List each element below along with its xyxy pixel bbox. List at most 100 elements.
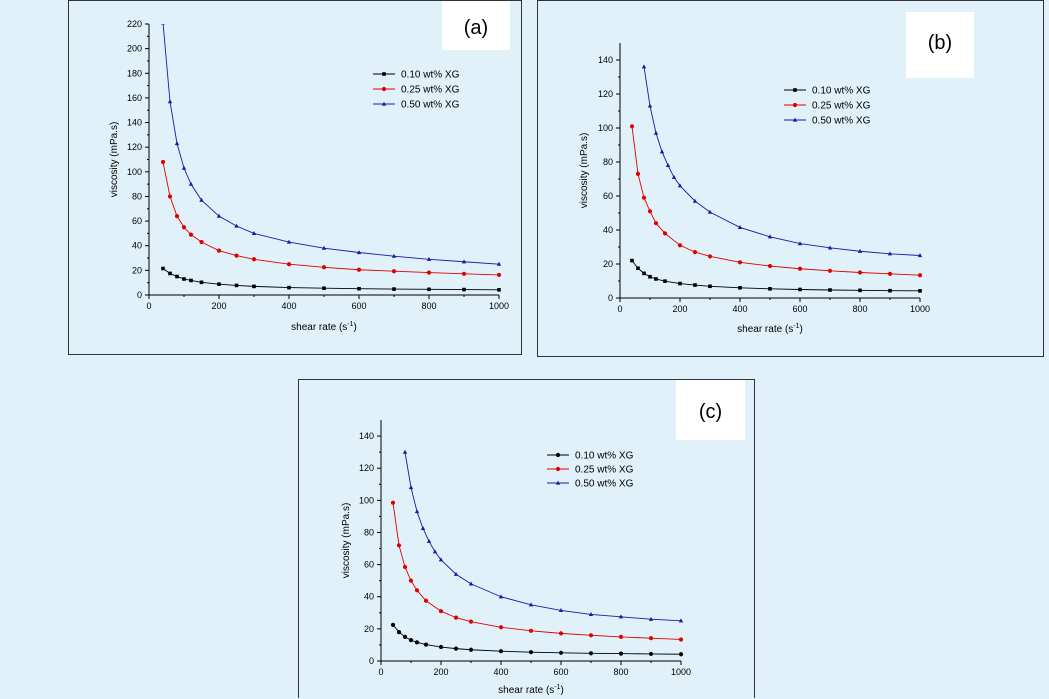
panel-c: 0 200 400 600 800 1000 0 20 40 60 80 100 120 140 shear… <box>298 379 755 698</box>
data-point <box>390 500 396 505</box>
x-tick-label: 0 <box>617 304 622 314</box>
y-tick-label: 60 <box>603 191 613 201</box>
legend-label: 0.25 wt% XG <box>812 101 871 112</box>
data-point <box>737 225 743 230</box>
data-point <box>396 543 402 548</box>
data-point <box>391 253 397 258</box>
data-point <box>618 651 624 656</box>
data-point <box>693 283 697 287</box>
data-point <box>648 651 654 657</box>
chart-c: 0 200 400 600 800 1000 0 20 40 60 80 100 120 140 shear… <box>341 420 691 696</box>
x-tick-label: 400 <box>732 304 747 314</box>
y-tick-label: 120 <box>598 89 613 99</box>
data-point <box>234 253 239 258</box>
data-point <box>498 625 504 630</box>
data-point <box>641 64 647 69</box>
legend-marker <box>382 72 386 76</box>
data-point <box>662 231 668 236</box>
data-point <box>707 254 713 259</box>
data-point <box>181 225 187 230</box>
data-point <box>653 130 659 135</box>
y-tick-label: 0 <box>137 290 142 300</box>
data-point <box>630 258 634 263</box>
data-point <box>453 615 459 620</box>
series-line <box>631 260 921 292</box>
data-point <box>635 171 641 176</box>
data-point <box>414 640 420 645</box>
data-point <box>558 650 564 655</box>
data-point <box>671 174 677 179</box>
data-point <box>588 612 594 617</box>
panel-label-c: (c) <box>698 401 723 423</box>
data-point <box>654 277 658 281</box>
data-point <box>182 277 186 281</box>
data-point <box>427 287 431 292</box>
data-point <box>408 485 414 490</box>
y-tick-label: 80 <box>364 527 374 537</box>
data-point <box>648 636 654 641</box>
x-tick-label: 800 <box>421 301 436 311</box>
panel-label-box-c: (c) <box>676 380 745 440</box>
panel-a: 0 200 400 600 800 1000 0 20 40 60 80 100 120 140 160 18… <box>68 0 522 355</box>
data-point <box>199 239 204 245</box>
legend-label: 0.25 wt% XG <box>575 465 634 476</box>
panel-b: 0 200 400 600 800 1000 0 20 40 60 80 100 120 140 shear… <box>537 0 1044 357</box>
data-point <box>528 650 534 655</box>
series-line <box>392 502 682 640</box>
data-point <box>468 619 474 624</box>
data-point <box>641 195 647 200</box>
data-point <box>917 253 923 258</box>
data-point <box>677 183 683 188</box>
legend-label: 0.10 wt% XG <box>812 86 871 97</box>
y-tick-label: 140 <box>598 55 613 65</box>
x-tick-label: 200 <box>672 304 687 314</box>
data-point <box>468 647 474 652</box>
data-point <box>426 256 432 261</box>
data-point <box>408 638 414 643</box>
y-tick-label: 100 <box>127 167 142 177</box>
data-point <box>858 288 862 293</box>
data-point <box>217 282 221 286</box>
data-point <box>768 287 772 291</box>
data-point <box>286 262 292 267</box>
data-point <box>453 646 459 651</box>
data-point <box>648 616 654 621</box>
data-point <box>174 214 180 219</box>
series-group <box>160 24 502 266</box>
data-point <box>692 198 698 203</box>
x-tick-label: 200 <box>211 301 226 311</box>
data-point <box>420 526 426 531</box>
y-tick-label: 60 <box>364 560 374 570</box>
y-tick-label: 80 <box>603 157 613 167</box>
series-group <box>160 159 502 278</box>
data-point <box>461 259 467 264</box>
series-group <box>630 258 922 293</box>
data-point <box>251 257 257 262</box>
x-tick-label: 0 <box>378 667 383 677</box>
data-point <box>678 637 684 642</box>
series-line <box>643 66 921 256</box>
y-tick-label: 220 <box>127 19 142 29</box>
data-point <box>828 288 832 292</box>
x-tick-label: 800 <box>613 667 628 677</box>
y-axis-label: viscosity (mPa.s) <box>579 133 590 209</box>
x-tick-label: 200 <box>433 667 448 677</box>
series-group <box>402 449 684 623</box>
data-point <box>174 141 180 146</box>
legend-marker <box>555 466 561 472</box>
x-tick-label: 1000 <box>910 304 930 314</box>
data-point <box>528 628 534 633</box>
x-axis-label: shear rate (s-1) <box>737 323 803 335</box>
data-point <box>423 642 429 647</box>
data-point <box>188 232 194 237</box>
data-point <box>414 509 420 514</box>
data-point <box>496 272 502 278</box>
y-tick-label: 40 <box>132 241 142 251</box>
data-point <box>678 652 684 657</box>
y-tick-label: 0 <box>369 656 374 666</box>
x-tick-label: 0 <box>146 301 151 311</box>
y-tick-label: 20 <box>603 259 613 269</box>
data-point <box>234 223 239 228</box>
data-point <box>653 221 659 226</box>
y-tick-label: 140 <box>359 431 374 441</box>
